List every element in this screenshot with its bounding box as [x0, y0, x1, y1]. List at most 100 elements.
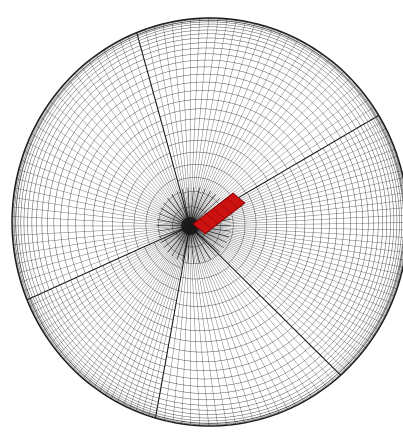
hub-spoke — [189, 225, 230, 238]
mesh-spoke — [96, 54, 191, 227]
highlighted-element-patch — [192, 192, 246, 235]
mesh-spoke — [189, 99, 369, 227]
mesh-spoke — [189, 25, 264, 227]
hub-spoke — [156, 225, 191, 227]
sector-seam-5 — [26, 225, 191, 301]
mesh-spoke — [20, 225, 191, 283]
mesh-spoke — [74, 72, 191, 227]
mesh-ring — [28, 299, 156, 417]
mesh-spoke — [14, 187, 191, 227]
mesh-ring — [338, 116, 403, 374]
mesh-spoke — [135, 225, 191, 412]
mesh-spoke — [189, 84, 357, 227]
hub-spoke — [157, 219, 191, 227]
mesh-spoke — [189, 225, 392, 304]
mesh-spoke — [189, 225, 218, 426]
hub-spoke — [160, 207, 191, 227]
highlight-patch-gridline — [206, 213, 219, 224]
mesh-spoke — [189, 225, 403, 245]
mesh-spoke — [148, 225, 191, 417]
mesh-ring — [313, 135, 369, 349]
hub-spoke — [189, 225, 227, 243]
mesh-spoke — [189, 77, 351, 227]
hub-spoke — [189, 225, 216, 257]
mesh-spoke — [189, 225, 375, 337]
mesh-spoke — [189, 21, 246, 227]
mesh-spoke — [44, 108, 191, 227]
mesh-spoke — [54, 225, 191, 349]
mesh-spoke — [189, 225, 357, 360]
mesh-spoke — [189, 225, 352, 366]
mesh-spoke — [189, 225, 400, 282]
mesh-spoke — [172, 225, 191, 423]
mesh-ring — [166, 327, 293, 363]
hub-spoke — [189, 191, 211, 227]
mesh-ring — [159, 355, 322, 401]
mesh-sector-2 — [189, 115, 403, 376]
mesh-ring — [309, 138, 363, 345]
hub-spoke — [189, 186, 194, 227]
mesh-spoke — [189, 107, 374, 227]
mesh-spoke — [81, 66, 191, 227]
mesh-spoke — [39, 117, 191, 227]
mesh-spoke — [145, 29, 191, 227]
hub-spoke — [189, 225, 206, 262]
mesh-spoke — [117, 225, 191, 403]
mesh-spoke — [46, 225, 191, 338]
mesh-spoke — [189, 225, 366, 349]
mesh-spoke — [189, 225, 304, 402]
mesh-ring — [27, 299, 156, 418]
mesh-spoke — [189, 43, 307, 227]
sector-seam-1 — [136, 32, 191, 227]
highlight-patch-gridline — [199, 218, 212, 230]
mesh-spoke — [189, 225, 280, 414]
mesh-spoke — [128, 36, 191, 227]
mesh-ring — [323, 128, 383, 359]
hub-spoke — [189, 225, 194, 264]
mesh-spoke — [189, 155, 398, 227]
mesh-spoke — [93, 225, 191, 388]
mesh-spoke — [189, 225, 395, 297]
mesh-spoke — [12, 225, 191, 236]
mesh-spoke — [88, 60, 191, 227]
mesh-spoke — [29, 225, 191, 307]
mesh-spoke — [18, 169, 191, 227]
mesh-spoke — [189, 18, 209, 227]
hub-spoke — [189, 187, 200, 227]
mesh-spoke — [189, 71, 344, 227]
mesh-spoke — [189, 225, 403, 268]
mesh-spoke — [68, 79, 191, 227]
hub-spoke — [158, 213, 191, 227]
mesh-spoke — [189, 177, 403, 227]
sector-seam-4 — [154, 225, 191, 419]
mesh-spoke — [189, 65, 337, 227]
mesh-spoke — [189, 225, 403, 231]
mesh-spoke — [189, 207, 403, 227]
mesh-spoke — [163, 225, 191, 421]
mesh-spoke — [189, 225, 320, 393]
mesh-spoke — [83, 225, 191, 379]
mesh-ring — [82, 274, 168, 354]
mesh-spoke — [50, 225, 191, 343]
mesh-spoke — [189, 18, 228, 227]
hub-spoke — [163, 225, 191, 248]
mesh-spoke — [13, 225, 191, 245]
hub-spoke — [189, 225, 200, 264]
mesh-spoke — [72, 225, 191, 370]
mesh-spoke — [189, 170, 402, 227]
mesh-spoke — [189, 35, 290, 227]
mesh-spoke — [189, 225, 403, 238]
mesh-ring — [70, 280, 165, 367]
mesh-spoke — [68, 225, 191, 365]
mesh-ring — [34, 296, 158, 409]
hub-spoke — [187, 225, 191, 264]
mesh-ring — [286, 155, 330, 322]
mesh-spoke — [35, 225, 191, 320]
mesh-spoke — [58, 225, 191, 355]
hub-spoke — [176, 225, 191, 260]
hub-spoke — [182, 225, 191, 262]
mesh-spoke — [12, 216, 191, 227]
mesh-spoke — [189, 148, 395, 227]
hub-spoke — [163, 202, 191, 227]
mesh-spoke — [189, 28, 273, 227]
